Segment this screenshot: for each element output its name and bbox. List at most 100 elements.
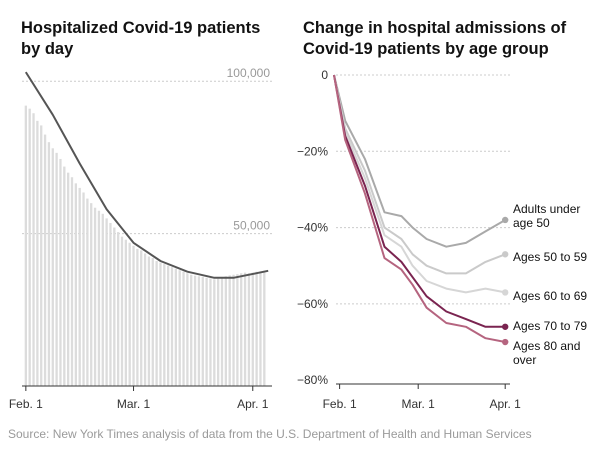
patients-bar [174,268,177,386]
right-y-tick-label: −60% [297,297,328,311]
patients-bar [132,245,135,386]
patients-bar [236,274,239,386]
patients-bar [128,242,131,386]
patients-bar [97,210,101,386]
patients-bar [232,274,235,386]
patients-bar [32,113,35,386]
patients-bar [186,273,189,386]
right-chart-title-line-1: Change in hospital admissions of [303,19,567,37]
patients-bar [224,276,227,386]
series-end-dot [501,338,509,346]
right-x-tick-label: Apr. 1 [490,397,522,411]
hospitalized-patients-chart: 50,000 100,000 Feb. 1 Mar. 1 Apr. 1 [9,66,272,411]
right-chart-title: Change in hospital admissions of Covid-1… [303,18,593,60]
patients-bar [259,271,262,386]
patients-bar [109,222,112,386]
patients-bar [136,248,139,386]
right-y-tick-label: −80% [297,373,328,387]
patients-bar [209,278,212,386]
patients-bar [197,276,201,386]
left-y-tick-label: 50,000 [233,219,270,233]
series-line [333,74,506,275]
series-end-dot [501,216,509,224]
patients-bar [220,277,224,386]
patients-bar [170,267,174,386]
source-note: Source: New York Times analysis of data … [8,427,532,441]
patients-bar [105,218,108,386]
patients-bar [86,198,89,386]
patients-bar [263,270,266,386]
series-label: Ages 60 to 69 [513,289,587,303]
patients-bar [120,236,124,386]
patients-bar [201,276,204,386]
patients-bar [213,279,216,386]
left-y-tick-label: 100,000 [227,66,271,80]
right-y-tick-label: −40% [297,221,328,235]
left-x-tick-label: Mar. 1 [117,397,151,411]
patients-bar [243,272,247,386]
patients-bar [40,125,43,386]
patients-bar [159,262,162,386]
series-label: Ages 50 to 59 [513,250,587,264]
patients-bar [193,275,197,386]
patients-bar [182,271,185,386]
series-label: Ages 80 and [513,339,580,353]
patients-bar [217,278,220,386]
patients-bar [113,227,116,386]
series-end-dot [501,289,509,296]
series-line [333,74,506,294]
patients-bar [63,166,66,386]
left-x-tick-label: Feb. 1 [9,397,43,411]
right-x-tick-label: Feb. 1 [323,397,357,411]
patients-bar [143,253,147,386]
right-y-tick-label: 0 [321,68,328,82]
patients-bar [178,270,181,386]
patients-bar [228,275,231,386]
left-x-tick-label: Apr. 1 [237,397,269,411]
left-chart-title-line-2: by day [21,40,74,58]
series-line [333,74,506,328]
patients-bar [70,177,74,386]
patients-bar [140,250,143,386]
patients-bar [167,265,170,386]
patients-bar [117,232,120,386]
right-y-tick-label: −20% [297,144,328,158]
patients-bar [124,239,127,386]
series-line [333,74,506,343]
patients-bar [55,152,58,386]
patients-bar [36,120,39,386]
series-label: age 50 [513,216,550,230]
right-x-tick-label: Mar. 1 [402,397,436,411]
admissions-change-chart: 0 −20% −40% −60% −80% Feb. 1 Mar. 1 Apr. 1 Adult… [297,68,587,411]
series-end-dot [501,323,509,330]
series-line [333,74,506,248]
patients-bar [205,277,208,386]
patients-bar [240,273,243,386]
series-label: over [513,353,536,367]
average-line [24,71,269,279]
patients-bar [247,273,251,386]
patients-bar [101,213,104,386]
left-chart-title-line-1: Hospitalized Covid-19 patients [21,19,261,37]
patients-bar [28,108,31,387]
right-chart-title-line-2: Covid-19 patients by age group [303,40,549,58]
left-chart-title: Hospitalized Covid-19 patients by day [21,18,281,60]
patients-bar [47,142,51,386]
patients-bar [74,183,77,386]
patients-bar [82,192,85,386]
patients-bar [190,274,193,386]
patients-bar [24,105,27,386]
patients-bar [90,203,93,386]
patients-bar [43,134,47,386]
patients-bar [51,148,54,386]
series-label: Ages 70 to 79 [513,319,587,333]
patients-bar [251,272,254,386]
patients-bar [147,256,151,386]
series-end-dot [501,251,509,258]
series-label: Adults under [513,202,580,216]
patients-bar [93,207,97,386]
patients-bar [163,264,166,386]
patients-bar [78,187,81,386]
patients-bar [255,271,258,386]
